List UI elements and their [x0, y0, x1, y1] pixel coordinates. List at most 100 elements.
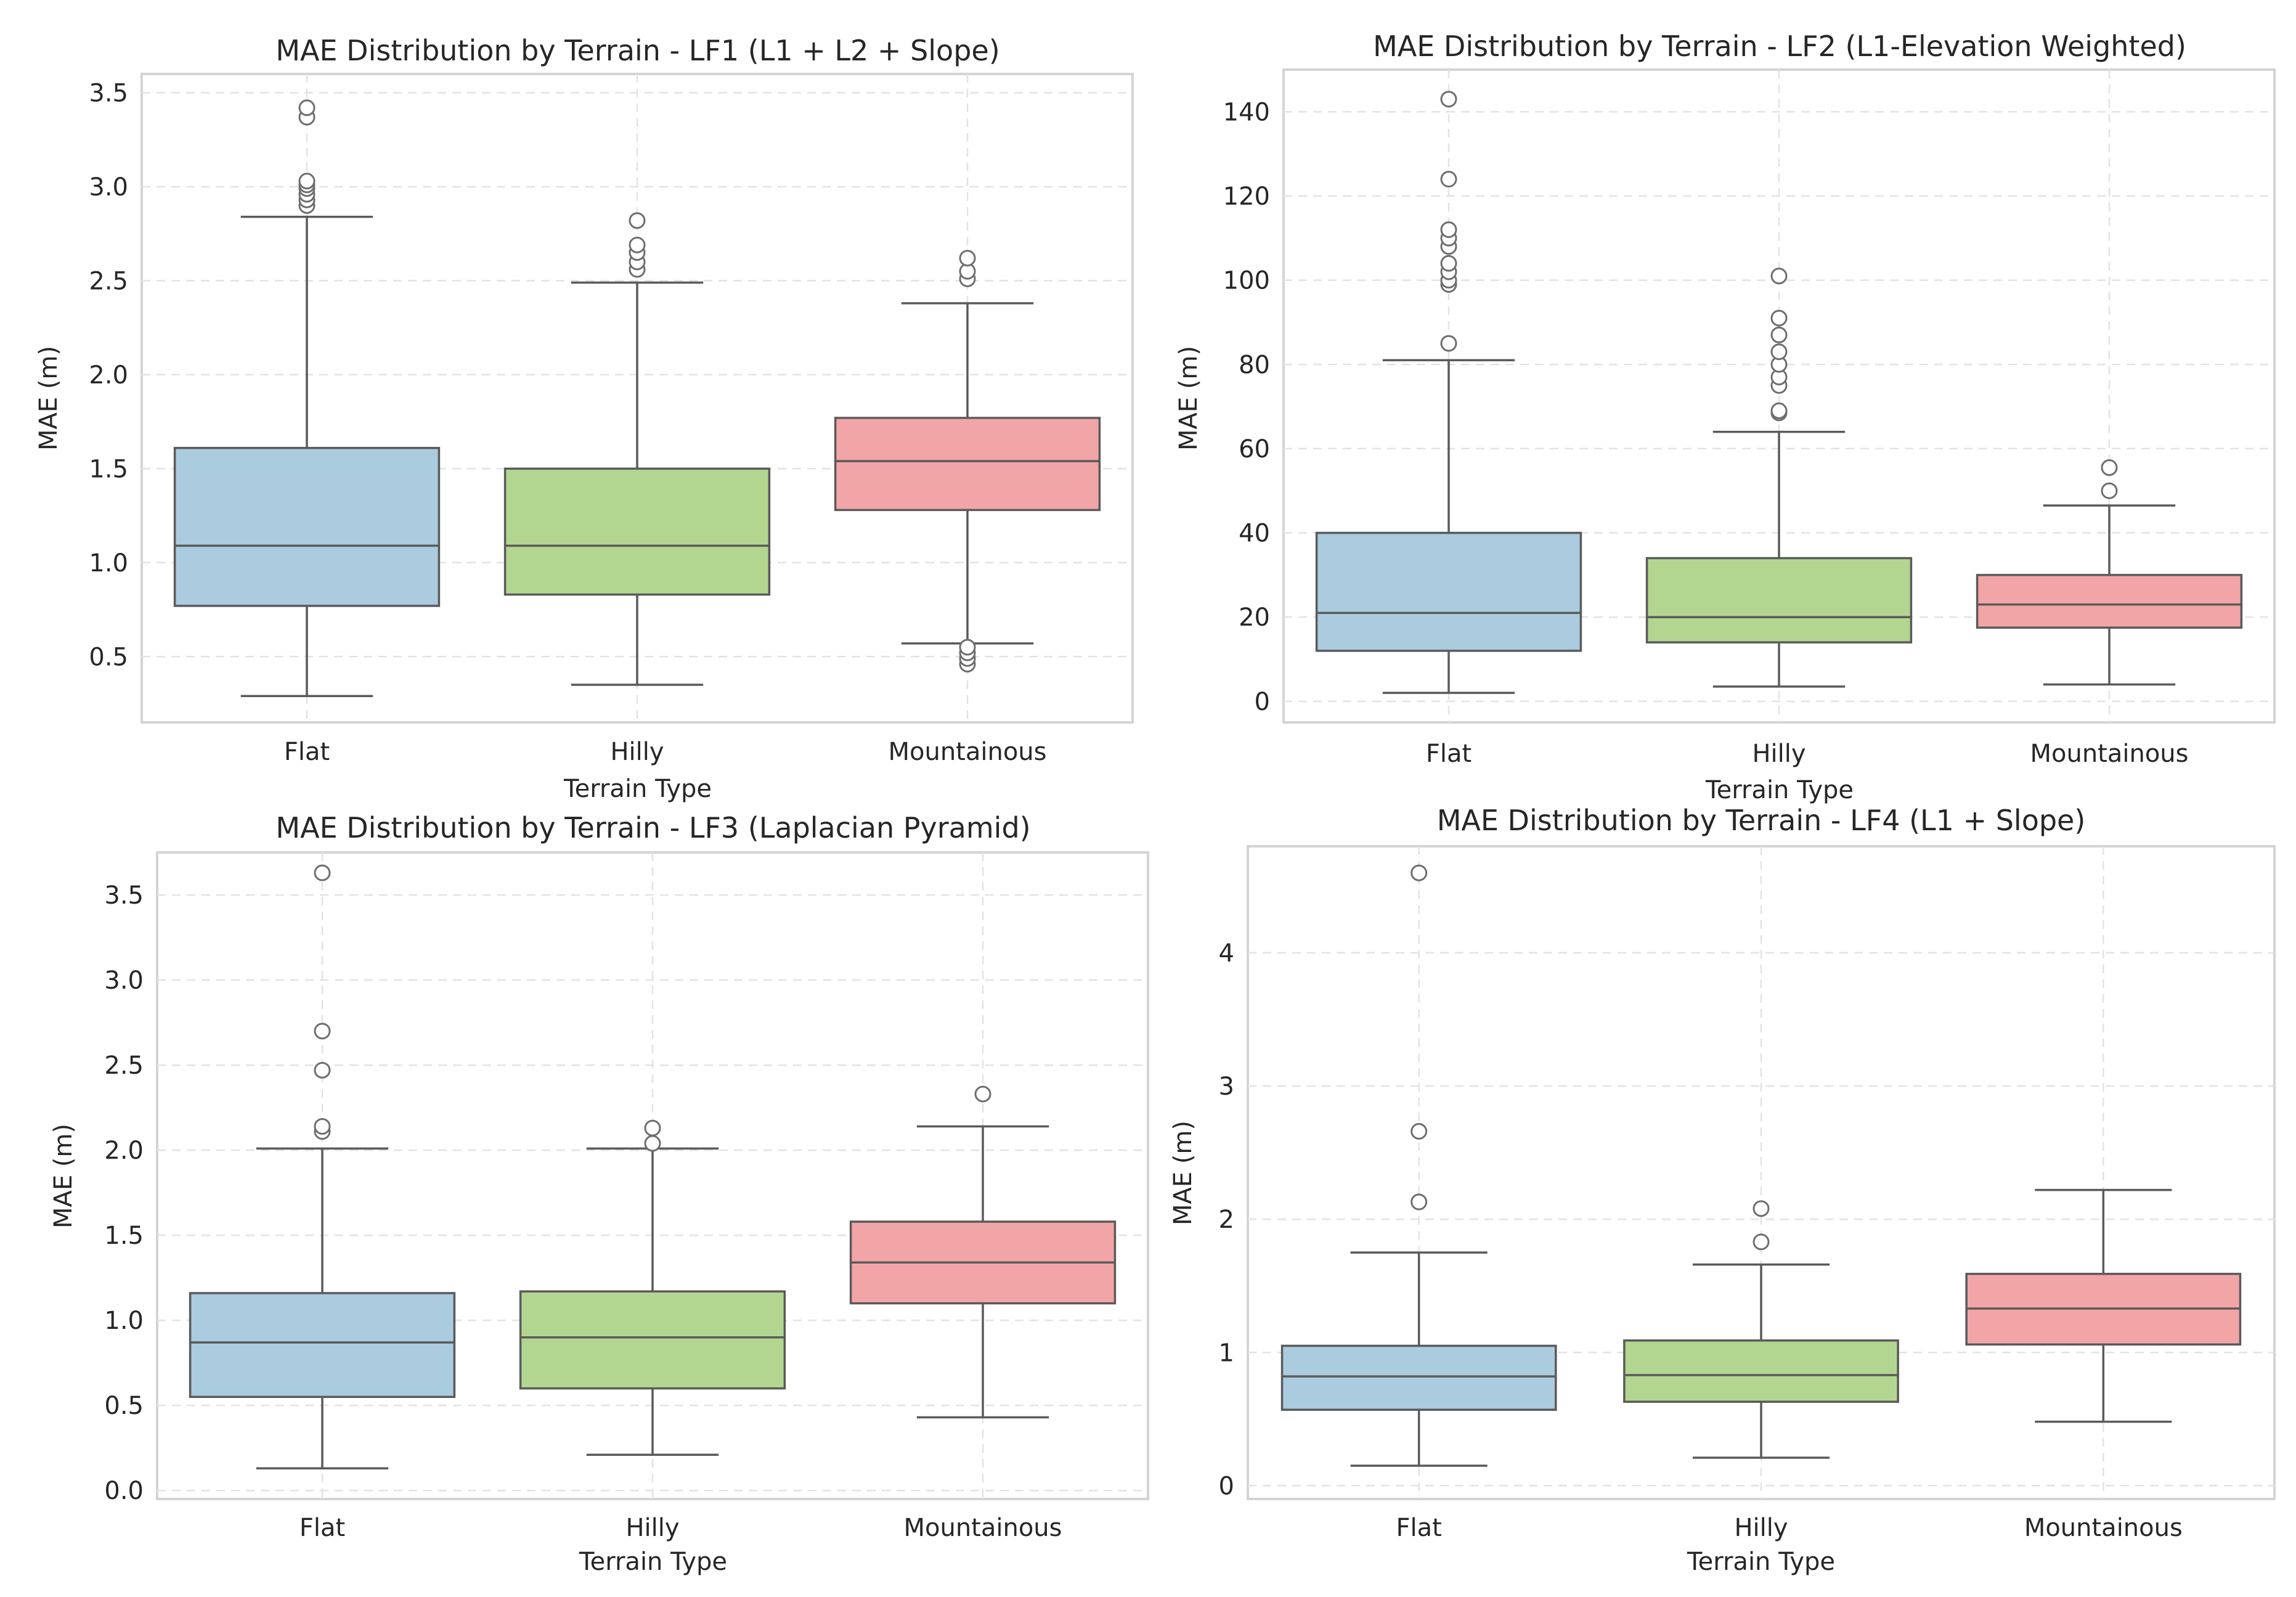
y-tick-label: 4 — [1219, 939, 1234, 968]
iqr-box — [503, 467, 771, 596]
outlier-point — [1440, 171, 1457, 188]
box-mountainous — [834, 250, 1101, 672]
y-tick-label: 2.0 — [89, 361, 128, 390]
outlier-point — [644, 1135, 661, 1152]
outlier-point — [1770, 343, 1788, 361]
y-tick-label: 3.5 — [104, 881, 144, 910]
outlier-point — [1440, 91, 1457, 108]
panel-lf1: 0.5 1.0 1.5 2.0 2.5 3.0 3.5 Flat Hilly Mountainou… — [35, 34, 1134, 803]
y-tick-label: 40 — [1239, 520, 1270, 548]
x-tick-label: Mountainous — [2030, 740, 2188, 768]
y-tick-label: 1.0 — [89, 549, 128, 578]
y-tick-label: 2.5 — [89, 267, 128, 295]
y-tick-label: 1.0 — [104, 1307, 144, 1335]
y-tick-label: 3.5 — [89, 79, 128, 107]
x-tick-label: Flat — [284, 738, 330, 766]
y-tick-label: 2.5 — [104, 1052, 144, 1080]
panel-lf2: 0 20 40 60 80 100 120 140 Flat Hilly Mountainous MA… — [1174, 30, 2276, 804]
y-tick-label: 1.5 — [104, 1222, 144, 1250]
y-tick-label: 0 — [1219, 1472, 1234, 1500]
box-flat — [1280, 864, 1557, 1467]
y-tick-label: 0.5 — [104, 1392, 144, 1420]
iqr-box — [189, 1292, 456, 1399]
y-tick-label: 140 — [1223, 98, 1270, 126]
x-axis-label: Terrain Type — [579, 1548, 727, 1576]
box-hilly — [1623, 1200, 1899, 1459]
iqr-box — [1976, 574, 2243, 629]
outlier-point — [1770, 268, 1788, 285]
outlier-point — [314, 1061, 331, 1079]
y-tick-label: 80 — [1239, 351, 1270, 379]
outlier-point — [974, 1085, 991, 1103]
x-tick-label: Mountainous — [2024, 1514, 2183, 1542]
outlier-point — [1440, 335, 1457, 352]
iqr-box — [1623, 1339, 1899, 1403]
outlier-point — [1770, 309, 1788, 327]
outlier-point — [1440, 255, 1457, 272]
y-tick-label: 3 — [1219, 1072, 1234, 1101]
outlier-point — [314, 1023, 331, 1040]
outlier-point — [298, 99, 315, 116]
iqr-box — [1645, 557, 1913, 643]
box-hilly — [519, 1119, 786, 1456]
x-tick-label: Mountainous — [888, 738, 1046, 766]
box-mountainous — [1965, 1188, 2242, 1423]
y-tick-label: 60 — [1239, 435, 1270, 464]
outlier-point — [1411, 1123, 1428, 1140]
box-mountainous — [849, 1085, 1117, 1419]
y-axis-label: MAE (m) — [1174, 346, 1203, 451]
y-tick-label: 3.0 — [104, 966, 144, 995]
iqr-box — [519, 1290, 786, 1390]
x-axis-label: Terrain Type — [1687, 1548, 1835, 1576]
y-tick-label: 20 — [1239, 603, 1270, 632]
y-axis-label: MAE (m) — [49, 1124, 78, 1228]
outlier-point — [1411, 864, 1428, 881]
outlier-point — [314, 864, 331, 881]
y-tick-label: 3.0 — [89, 173, 128, 202]
y-tick-label: 1 — [1219, 1339, 1234, 1367]
box-flat — [189, 864, 456, 1470]
y-tick-label: 2.0 — [104, 1137, 144, 1165]
x-tick-label: Flat — [1426, 740, 1472, 768]
outlier-point — [1770, 402, 1788, 419]
chart-title: MAE Distribution by Terrain - LF1 (L1 + … — [275, 34, 999, 67]
x-axis-label: Terrain Type — [563, 775, 712, 803]
outlier-point — [2101, 459, 2118, 476]
y-axis-label: MAE (m) — [1169, 1121, 1197, 1225]
outlier-point — [2101, 482, 2118, 499]
x-tick-label: Hilly — [625, 1514, 679, 1542]
y-tick-label: 1.5 — [89, 455, 128, 483]
outlier-point — [629, 212, 646, 229]
outlier-point — [1770, 326, 1788, 343]
iqr-box — [1315, 531, 1582, 652]
y-tick-label: 120 — [1223, 182, 1270, 211]
x-tick-label: Hilly — [1734, 1514, 1788, 1542]
box-flat — [173, 99, 441, 698]
chart-title: MAE Distribution by Terrain - LF2 (L1-El… — [1373, 30, 2186, 63]
outlier-point — [298, 173, 315, 190]
y-tick-label: 100 — [1223, 267, 1270, 295]
y-tick-label: 0.0 — [104, 1477, 144, 1505]
outlier-point — [644, 1119, 661, 1137]
outlier-point — [629, 236, 646, 253]
x-tick-label: Mountainous — [903, 1514, 1062, 1542]
outlier-point — [1440, 221, 1457, 239]
x-tick-label: Hilly — [610, 738, 664, 766]
outlier-point — [1753, 1200, 1770, 1217]
x-tick-label: Flat — [1396, 1514, 1442, 1542]
y-tick-label: 0 — [1255, 688, 1270, 716]
box-flat — [1315, 91, 1582, 694]
outlier-point — [1411, 1193, 1428, 1211]
y-tick-label: 0.5 — [89, 643, 128, 671]
panel-lf3: 0.0 0.5 1.0 1.5 2.0 2.5 3.0 3.5 Flat Hilly Mountai… — [49, 811, 1149, 1576]
iqr-box — [834, 417, 1101, 512]
outlier-point — [959, 250, 976, 267]
outlier-point — [959, 639, 976, 656]
box-mountainous — [1976, 459, 2243, 686]
x-axis-label: Terrain Type — [1705, 776, 1854, 804]
x-tick-label: Flat — [299, 1514, 345, 1542]
iqr-box — [173, 447, 441, 607]
y-axis-label: MAE (m) — [35, 346, 63, 451]
outlier-point — [1753, 1233, 1770, 1251]
